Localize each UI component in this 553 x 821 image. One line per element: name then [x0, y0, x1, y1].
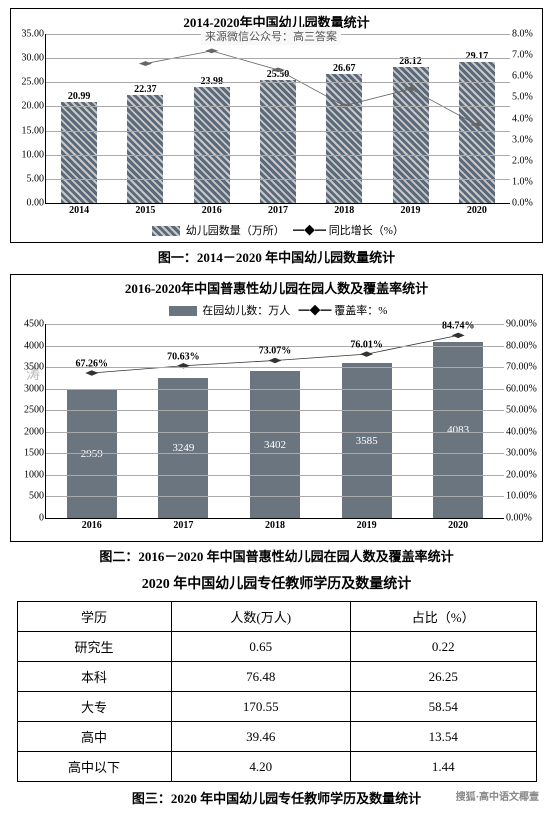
chart2-caption: 图二：2016－2020 年中国普惠性幼儿园在园人数及覆盖率统计 [4, 546, 549, 565]
legend-label-line: 同比增长（%） [329, 225, 404, 237]
bar-2018: 26.672018 [326, 74, 362, 203]
table-row: 研究生0.650.22 [17, 632, 536, 662]
legend2-label-bars: 在园幼儿数：万人 [202, 305, 290, 317]
bar-2016: 23.982016 [194, 87, 230, 203]
table-row: 高中39.4613.54 [17, 722, 536, 752]
chart1-caption: 图一：2014－2020 年中国幼儿园数量统计 [4, 247, 549, 266]
chart1-watermark: 来源微信公众号：高三答案 [201, 27, 341, 45]
bar-2019: 35852019 [342, 363, 392, 518]
bar-2017: 25.502017 [260, 80, 296, 203]
legend-label-bars: 幼儿园数量（万所） [186, 225, 285, 237]
legend2-swatch-bars [169, 306, 197, 316]
bar-2019: 28.122019 [393, 67, 429, 203]
footer-watermark: 搜狐·高中语文椰壹 [456, 788, 539, 803]
bar-2020: 40832020 [433, 342, 483, 518]
table-row: 本科76.4826.25 [17, 662, 536, 692]
bar-2014: 20.992014 [61, 102, 97, 203]
table-header: 学历人数(万人)占比（%） [17, 602, 536, 632]
bar-2020: 29.172020 [459, 62, 495, 203]
chart2-plot: 涛 《高三 2959201632492017340220183585201940… [45, 324, 504, 519]
chart1-bars: 20.992014 22.372015 23.982016 25.502017 26.6… [46, 34, 510, 203]
chart1-box: 2014-2020年中国幼儿园数量统计 来源微信公众号：高三答案 20.9920… [10, 8, 543, 243]
table-caption: 图三：2020 年中国幼儿园专任教师学历及数量统计 搜狐·高中语文椰壹 [4, 788, 549, 807]
bar-2015: 22.372015 [127, 95, 163, 203]
teacher-table: 学历人数(万人)占比（%）研究生0.650.22本科76.4826.25大专17… [17, 601, 537, 782]
table-row: 高中以下4.201.44 [17, 752, 536, 782]
table-row: 大专170.5558.54 [17, 692, 536, 722]
chart2-title: 2016-2020年中国普惠性幼儿园在园人数及覆盖率统计 [11, 275, 542, 300]
table-title: 2020 年中国幼儿园专任教师学历及数量统计 [4, 573, 549, 593]
table-caption-text: 图三：2020 年中国幼儿园专任教师学历及数量统计 [132, 791, 421, 806]
legend-swatch-bars [152, 226, 180, 236]
legend2-label-line: 覆盖率：% [334, 305, 387, 317]
chart2-box: 2016-2020年中国普惠性幼儿园在园人数及覆盖率统计 在园幼儿数：万人 ━◆… [10, 274, 543, 542]
chart1-plot: 20.992014 22.372015 23.982016 25.502017 26.6… [45, 34, 510, 204]
